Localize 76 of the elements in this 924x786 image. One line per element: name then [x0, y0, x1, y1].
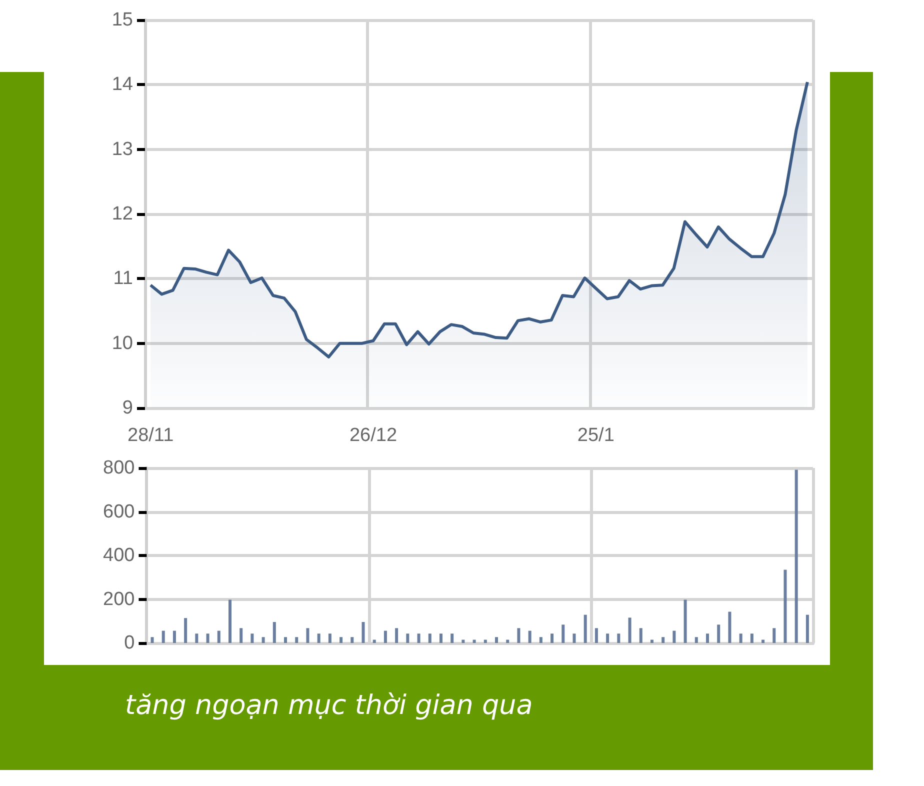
bar: [772, 628, 776, 643]
bar: [306, 628, 310, 643]
bar: [717, 624, 720, 643]
y-tick-label: 600: [103, 501, 135, 522]
bar: [472, 640, 476, 643]
bar: [162, 630, 165, 643]
bar: [206, 634, 210, 643]
y-tick-label: 12: [112, 204, 133, 224]
bar: [406, 634, 410, 643]
x-tick-label: 25/1: [577, 425, 614, 446]
y-tick-label: 800: [103, 458, 135, 478]
bar: [450, 634, 454, 643]
y-tick-label: 11: [113, 268, 133, 290]
bar: [528, 630, 532, 643]
y-tick-label: 13: [112, 138, 133, 160]
bar: [750, 634, 754, 643]
y-tick-label: 400: [103, 545, 135, 566]
bar: [217, 630, 220, 643]
bar: [606, 634, 610, 643]
bar: [250, 634, 254, 643]
bar: [462, 640, 465, 643]
bar: [272, 622, 276, 643]
y-tick-label: 15: [112, 10, 133, 30]
bar: [362, 622, 365, 643]
bar: [150, 637, 154, 643]
bar: [650, 640, 654, 643]
bar: [794, 470, 798, 643]
bar: [694, 637, 698, 643]
y-tick-label: 200: [103, 588, 135, 610]
y-tick-label: 9: [122, 398, 133, 418]
bar: [317, 634, 320, 643]
y-tick-label: 0: [124, 632, 135, 654]
bar: [517, 628, 520, 643]
y-tick-label: 10: [112, 332, 133, 354]
bar: [384, 630, 387, 643]
bar: [672, 630, 676, 643]
bar: [728, 612, 732, 643]
x-tick-label: 26/12: [349, 425, 398, 446]
bar: [240, 628, 243, 643]
bar: [295, 637, 298, 643]
y-tick-label: 14: [112, 74, 134, 96]
bar: [439, 634, 442, 643]
bar: [372, 640, 376, 643]
bar: [395, 628, 398, 643]
bar: [706, 634, 710, 643]
bar: [262, 637, 265, 643]
bar: [495, 637, 498, 643]
bar: [684, 600, 687, 643]
bar: [340, 637, 343, 643]
text: tăng ngoạn mục thời gian qua: [125, 690, 533, 721]
bar: [428, 634, 432, 643]
bar: [739, 634, 742, 643]
bar: [539, 637, 542, 643]
bar: [762, 640, 765, 643]
bar: [562, 624, 565, 643]
bar: [617, 634, 620, 643]
bar: [195, 634, 198, 643]
bar: [172, 630, 176, 643]
bar: [572, 634, 576, 643]
bar: [550, 634, 554, 643]
bar: [594, 628, 598, 643]
bar: [484, 640, 487, 643]
bar: [506, 640, 510, 643]
bar: [284, 637, 288, 643]
bar: [228, 600, 232, 643]
bar: [806, 614, 809, 643]
x-tick-label: 28/11: [127, 425, 174, 446]
bar: [784, 570, 787, 643]
bar: [639, 628, 642, 643]
bar: [628, 618, 632, 643]
bar: [350, 637, 354, 643]
bar: [584, 614, 587, 643]
bar: [328, 634, 332, 643]
bar: [417, 634, 420, 643]
bar: [662, 637, 665, 643]
bar: [184, 618, 188, 643]
